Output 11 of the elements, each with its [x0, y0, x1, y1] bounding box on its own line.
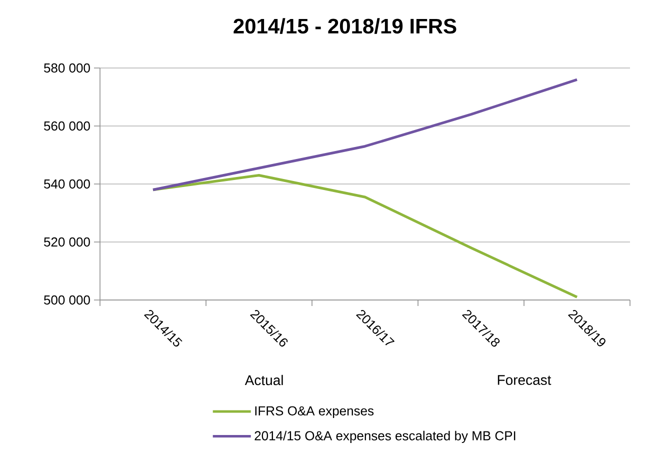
y-tick-label: 580 000	[44, 63, 90, 73]
text: Forecast	[498, 375, 552, 385]
chart-title: 2014/15 - 2018/19 IFRS	[234, 18, 456, 34]
legend-label: IFRS O&A expenses	[255, 406, 374, 418]
y-tick-label: 560 000	[44, 121, 90, 131]
text: Actual	[244, 374, 283, 386]
y-tick-label: 500 000	[44, 295, 90, 305]
y-tick-label: 520 000	[44, 237, 90, 247]
y-tick-label: 540 000	[44, 179, 90, 189]
line-series	[152, 78, 578, 192]
legend-label: 2014/15 O&A expenses escalated by MB CPI	[254, 430, 516, 443]
